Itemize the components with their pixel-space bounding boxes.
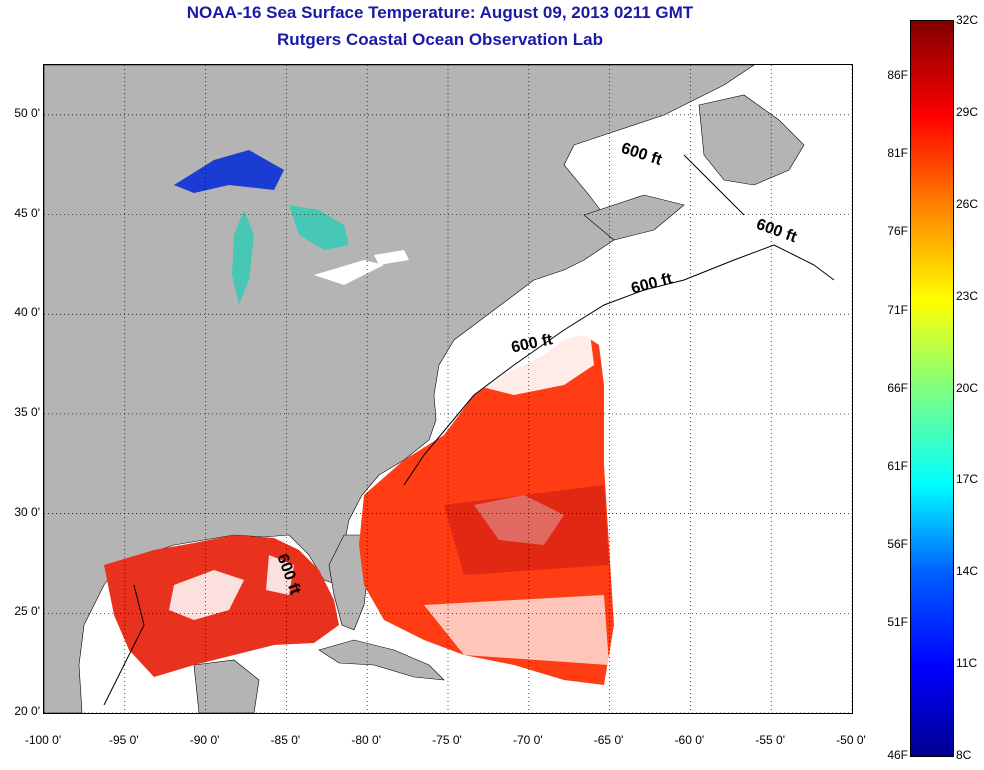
colorbar-fahrenheit-label: 56F (887, 537, 908, 552)
contour-600ft (103, 154, 835, 706)
longitude-tick-label: -95 0' (108, 733, 139, 747)
colorbar-fahrenheit-label: 51F (887, 615, 908, 630)
lake-superior (174, 150, 284, 193)
map-frame[interactable]: 600 ft 600 ft 600 ft 600 ft 600 ft (43, 64, 853, 714)
colorbar-fahrenheit-label: 66F (887, 380, 908, 395)
colorbar-celsius-label: 11C (956, 656, 978, 671)
latitude-tick-label: 45 0' (14, 205, 40, 220)
land-nova-scotia (583, 194, 685, 241)
colorbar-celsius-label: 32C (956, 13, 979, 27)
warm-core-atlantic (444, 485, 609, 575)
lake-huron (289, 205, 349, 250)
temperature-colorbar (910, 20, 954, 757)
map-subtitle: Rutgers Coastal Ocean Observation Lab (277, 30, 603, 49)
colorbar-fahrenheit-label: 86F (887, 68, 908, 82)
longitude-tick-label: -65 0' (593, 733, 624, 747)
longitude-tick-label: -100 0' (24, 733, 62, 747)
colorbar-celsius-label: 17C (956, 472, 979, 487)
colorbar-celsius-label: 20C (956, 380, 979, 395)
colorbar-fahrenheit-label: 46F (887, 748, 908, 762)
colorbar-fahrenheit-label: 81F (887, 146, 908, 161)
land-cuba (318, 639, 445, 681)
lake-ontario (374, 250, 409, 265)
cloud-gulf (169, 570, 244, 620)
lake-erie (314, 260, 384, 285)
longitude-tick-label: -55 0' (755, 733, 786, 747)
latitude-tick-label: 25 0' (14, 604, 40, 619)
longitude-tick-label: -60 0' (674, 733, 705, 747)
latitude-tick-label: 30 0' (14, 504, 40, 519)
colorbar-fahrenheit-label: 71F (887, 302, 908, 317)
cloud-atlantic-north (474, 325, 594, 395)
colorbar-celsius-label: 29C (956, 104, 979, 119)
colorbar-celsius-label: 23C (956, 288, 979, 303)
sst-map[interactable] (44, 65, 852, 713)
colorbar-fahrenheit-label: 76F (887, 224, 908, 239)
colorbar-celsius-label: 8C (956, 748, 972, 762)
colorbar-fahrenheit-label: 61F (887, 459, 908, 473)
land-newfoundland (698, 94, 805, 186)
latitude-tick-label: 50 0' (14, 105, 40, 120)
map-title: NOAA-16 Sea Surface Temperature: August … (186, 3, 694, 22)
latitude-tick-label: 35 0' (14, 404, 40, 419)
land-yucatan (193, 659, 260, 713)
longitude-tick-label: -85 0' (270, 733, 301, 747)
longitude-tick-label: -80 0' (351, 733, 382, 747)
longitude-tick-label: -90 0' (189, 733, 220, 747)
longitude-tick-label: -50 0' (836, 733, 866, 747)
cloud-gulf-2 (266, 555, 294, 595)
longitude-tick-label: -75 0' (432, 733, 462, 747)
colorbar-celsius-label: 26C (956, 196, 979, 211)
lake-michigan (232, 210, 254, 305)
longitude-tick-label: -70 0' (512, 733, 543, 747)
colorbar-celsius-label: 14C (956, 564, 979, 579)
latitude-tick-label: 20 0' (14, 704, 40, 718)
latitude-tick-label: 40 0' (14, 305, 40, 320)
cloud-atlantic-streaks (424, 595, 609, 665)
